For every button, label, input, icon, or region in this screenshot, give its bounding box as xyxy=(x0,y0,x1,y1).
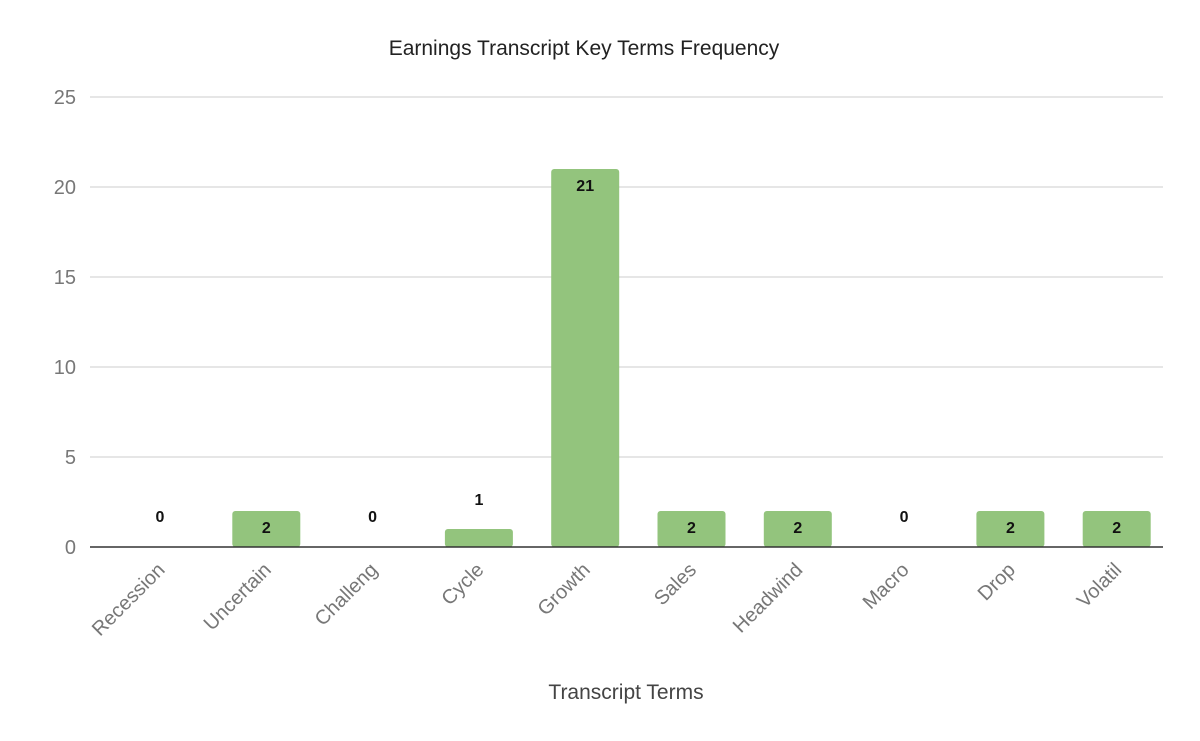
data-label: 2 xyxy=(1112,520,1121,537)
x-tick-label: Growth xyxy=(534,559,595,620)
x-tick-label: Macro xyxy=(859,559,914,614)
y-tick-label: 20 xyxy=(54,177,76,199)
data-label: 21 xyxy=(576,178,594,195)
bar xyxy=(551,169,620,547)
y-tick-label: 5 xyxy=(65,447,76,469)
y-tick-label: 25 xyxy=(54,87,76,109)
data-label: 2 xyxy=(262,520,271,537)
gridlines xyxy=(90,96,1163,458)
y-axis-ticks: 0 5 10 15 20 25 xyxy=(54,87,76,559)
data-label: 0 xyxy=(368,509,377,526)
x-tick-label: Cycle xyxy=(438,559,489,610)
x-axis-ticks: Recession Uncertain Challeng Cycle Growth Sal… xyxy=(88,559,1126,641)
x-tick-label: Uncertain xyxy=(200,559,276,635)
bar xyxy=(976,511,1045,547)
bar xyxy=(657,511,726,547)
data-labels: 0 2 0 1 21 2 2 0 2 2 xyxy=(156,178,1122,537)
x-tick-label: Recession xyxy=(88,559,170,641)
x-tick-label: Volatil xyxy=(1073,559,1126,612)
chart-title: Earnings Transcript Key Terms Frequency xyxy=(389,37,780,60)
x-tick-label: Challeng xyxy=(311,559,382,630)
x-tick-label: Sales xyxy=(650,559,701,610)
y-tick-label: 0 xyxy=(65,537,76,559)
data-label: 0 xyxy=(900,509,909,526)
data-label: 2 xyxy=(687,520,696,537)
bar xyxy=(232,511,301,547)
data-label: 2 xyxy=(1006,520,1015,537)
data-label: 2 xyxy=(793,520,802,537)
data-label: 1 xyxy=(474,492,483,509)
bar xyxy=(1082,511,1151,547)
x-axis-title: Transcript Terms xyxy=(548,681,703,704)
x-tick-label: Headwind xyxy=(729,559,807,637)
bar xyxy=(444,529,513,547)
y-tick-label: 15 xyxy=(54,267,76,289)
y-tick-label: 10 xyxy=(54,357,76,379)
bars xyxy=(232,169,1151,547)
bar xyxy=(763,511,832,547)
x-tick-label: Drop xyxy=(974,559,1020,605)
data-label: 0 xyxy=(156,509,165,526)
